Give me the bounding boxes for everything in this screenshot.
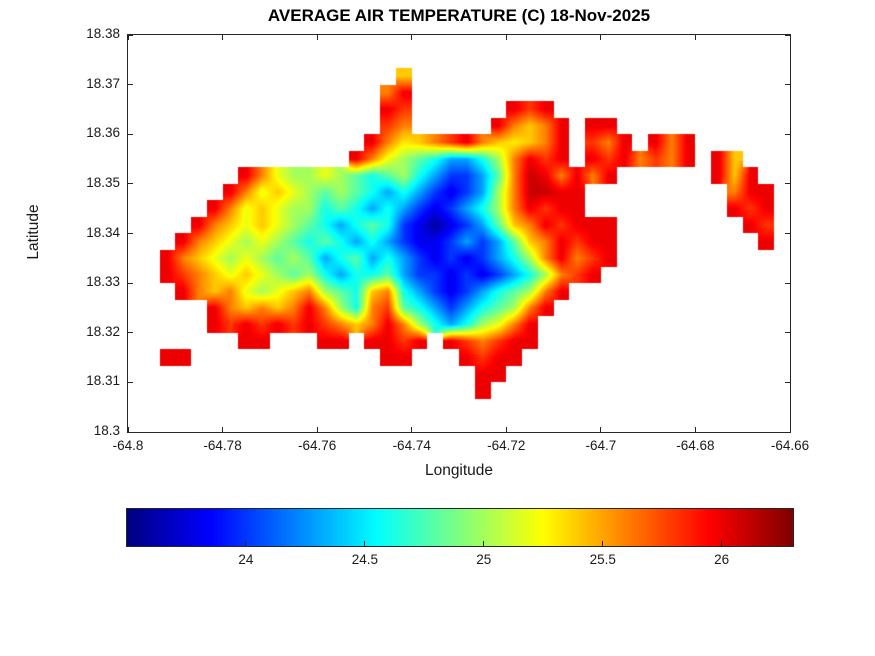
x-tick-mark xyxy=(222,427,224,432)
y-tick-label: 18.36 xyxy=(86,125,120,141)
x-tick-mark-top xyxy=(789,35,791,40)
y-tick-mark-right xyxy=(785,233,790,234)
x-tick-label: -64.7 xyxy=(585,438,617,453)
y-tick-mark-right xyxy=(785,381,790,383)
plot-title: AVERAGE AIR TEMPERATURE (C) 18-Nov-2025 xyxy=(267,6,651,25)
y-tick-mark xyxy=(128,133,133,135)
y-tick-mark xyxy=(128,183,133,185)
colorbar-canvas xyxy=(127,509,793,546)
colorbar-tick-label: 24.5 xyxy=(351,552,378,567)
colorbar-tick-label: 24 xyxy=(238,552,254,567)
x-tick-mark-top xyxy=(411,35,413,40)
y-tick-mark xyxy=(128,34,133,36)
y-tick-mark xyxy=(128,381,133,383)
x-tick-mark xyxy=(316,427,318,432)
x-axis-label: Longitude xyxy=(424,462,494,479)
y-tick-mark xyxy=(128,282,133,284)
x-tick-mark xyxy=(789,427,791,432)
y-tick-mark-right xyxy=(785,84,790,86)
x-tick-mark xyxy=(411,427,413,432)
colorbar-tick-label: 25 xyxy=(476,552,492,567)
y-tick-mark xyxy=(128,233,133,234)
y-tick-mark-right xyxy=(785,282,790,284)
x-tick-mark-top xyxy=(222,35,224,40)
colorbar-tick-mark xyxy=(483,541,485,546)
y-tick-mark xyxy=(128,84,133,86)
x-tick-label: -64.66 xyxy=(770,438,810,453)
x-tick-label: -64.68 xyxy=(676,438,715,453)
y-tick-mark xyxy=(128,431,133,433)
colorbar-tick-mark xyxy=(245,541,247,546)
y-tick-label: 18.34 xyxy=(86,224,120,240)
y-tick-mark-right xyxy=(785,431,790,433)
y-tick-mark xyxy=(128,332,133,334)
colorbar-box xyxy=(126,508,794,547)
x-tick-mark-top xyxy=(127,35,129,40)
heatmap-canvas xyxy=(128,35,790,432)
colorbar-tick-label: 25.5 xyxy=(589,552,616,567)
y-tick-mark-right xyxy=(785,183,790,185)
y-tick-label: 18.31 xyxy=(86,373,120,389)
y-tick-label: 18.37 xyxy=(86,75,120,91)
y-tick-label: 18.33 xyxy=(86,274,120,290)
x-tick-label: -64.74 xyxy=(392,438,431,453)
x-tick-label: -64.78 xyxy=(203,438,242,453)
x-tick-mark xyxy=(694,427,696,432)
x-tick-label: -64.72 xyxy=(487,438,526,453)
y-tick-mark-right xyxy=(785,332,790,334)
y-tick-mark-right xyxy=(785,133,790,135)
x-tick-label: -64.76 xyxy=(298,438,337,453)
x-tick-label: -64.8 xyxy=(112,438,144,453)
x-tick-mark-top xyxy=(600,35,602,40)
y-tick-label: 18.38 xyxy=(86,26,120,41)
x-tick-mark xyxy=(127,427,129,432)
y-tick-label: 18.32 xyxy=(86,323,120,339)
y-tick-label: 18.3 xyxy=(93,423,120,438)
colorbar-tick-mark xyxy=(364,541,366,546)
x-tick-mark xyxy=(600,427,602,432)
x-tick-mark-top xyxy=(694,35,696,40)
x-tick-mark-top xyxy=(505,35,507,40)
y-tick-mark-right xyxy=(785,34,790,36)
x-tick-mark-top xyxy=(316,35,318,40)
x-tick-mark xyxy=(505,427,507,432)
colorbar-tick-mark xyxy=(602,541,604,546)
y-tick-label: 18.35 xyxy=(86,174,120,190)
colorbar-tick-label: 26 xyxy=(714,552,730,567)
colorbar-tick-mark xyxy=(721,541,723,546)
